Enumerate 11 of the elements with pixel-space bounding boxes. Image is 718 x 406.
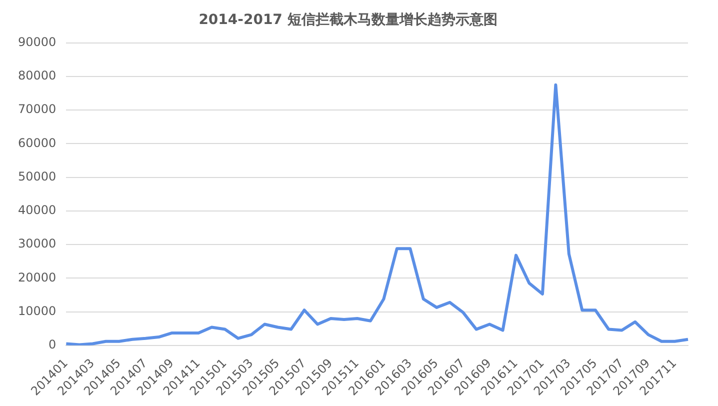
y-tick-label: 80000 <box>18 68 56 83</box>
y-tick-label: 0 <box>48 338 56 352</box>
y-tick-label: 50000 <box>18 169 56 184</box>
y-tick-label: 30000 <box>18 236 56 251</box>
y-tick-label: 20000 <box>18 270 56 284</box>
y-tick-label: 40000 <box>18 203 56 218</box>
y-tick-label: 10000 <box>18 304 56 318</box>
y-tick-label: 60000 <box>18 136 56 150</box>
chart-title: 2014-2017 短信拦截木马数量增长趋势示意图 <box>198 11 498 28</box>
y-tick-label: 70000 <box>18 102 56 116</box>
y-tick-label: 90000 <box>18 34 56 49</box>
